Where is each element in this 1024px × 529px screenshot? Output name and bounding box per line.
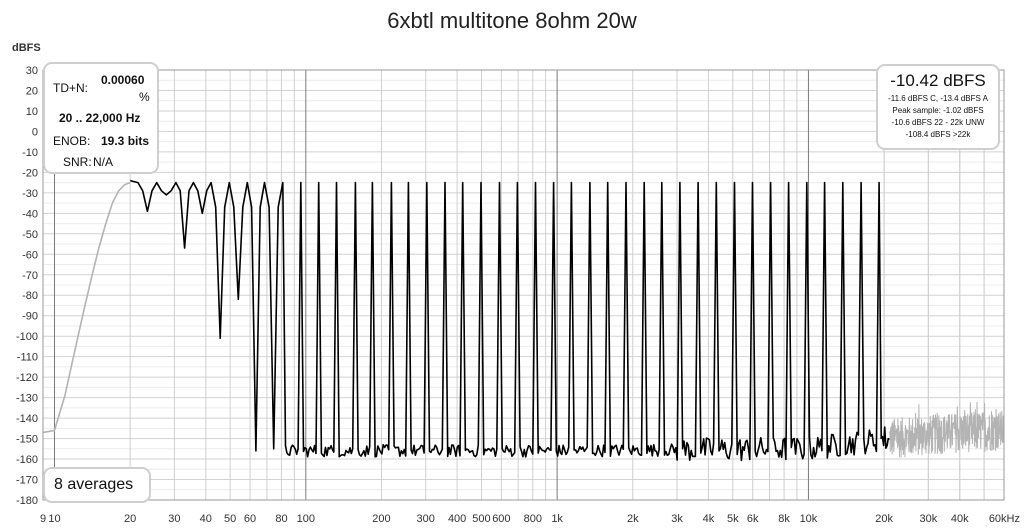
y-tick-label: -180 xyxy=(16,495,38,507)
snr-label: SNR: xyxy=(63,155,92,169)
y-tick-label: -170 xyxy=(16,475,38,487)
y-tick-label: -130 xyxy=(16,393,38,405)
x-tick-label: 40 xyxy=(200,513,212,525)
x-tick-label: 9 xyxy=(40,513,46,525)
y-tick-label: -120 xyxy=(16,372,38,384)
x-tick-label: 80 xyxy=(275,513,287,525)
averages-label: 8 averages xyxy=(54,476,134,493)
x-tick-label: 300 xyxy=(417,513,435,525)
level-line-1: -11.6 dBFS C, -13.4 dBFS A xyxy=(888,94,988,103)
tdn-value: 0.00060 xyxy=(101,73,145,87)
x-tick-label: 2k xyxy=(627,513,639,525)
level-line-3: -10.6 dBFS 22 - 22k UNW xyxy=(891,118,985,127)
y-tick-label: -50 xyxy=(22,229,38,241)
x-tick-label: 10 xyxy=(48,513,60,525)
x-tick-label: 1k xyxy=(551,513,563,525)
x-tick-label: 600 xyxy=(492,513,510,525)
chart-title: 6xbtl multitone 8ohm 20w xyxy=(387,8,637,33)
y-tick-labels: 30 20 10 0 -10 -20 -30 -40 -50 -60 -70 -80 -90 -100 -1… xyxy=(16,65,38,507)
y-tick-label: 0 xyxy=(32,126,38,138)
x-tick-label: 400 xyxy=(448,513,466,525)
y-tick-label: -20 xyxy=(22,167,38,179)
averages-panel: 8 averages xyxy=(43,467,151,503)
x-tick-label: 30 xyxy=(168,513,180,525)
x-tick-label: 30k xyxy=(919,513,937,525)
y-tick-label: -140 xyxy=(16,413,38,425)
x-tick-label: 800 xyxy=(524,513,542,525)
level-panel: -10.42 dBFS -11.6 dBFS C, -13.4 dBFS A P… xyxy=(876,64,1000,150)
tdn-unit: % xyxy=(139,90,150,104)
y-tick-label: -160 xyxy=(16,454,38,466)
x-tick-label: 40k xyxy=(951,513,969,525)
y-axis-label: dBFS xyxy=(12,42,41,54)
y-tick-label: -60 xyxy=(22,249,38,261)
level-line-4: -108.4 dBFS >22k xyxy=(905,130,971,139)
x-tick-label: 5k xyxy=(727,513,739,525)
ultrasonic-noise-series xyxy=(888,401,1005,458)
x-tick-label: 60 xyxy=(244,513,256,525)
y-tick-label: -100 xyxy=(16,331,38,343)
x-tick-label: 20k xyxy=(875,513,893,525)
rolloff-series xyxy=(42,181,131,434)
x-tick-label: 50 xyxy=(224,513,236,525)
x-tick-label: 500 xyxy=(472,513,490,525)
enob-value: 19.3 bits xyxy=(101,134,150,148)
y-tick-label: -110 xyxy=(17,352,38,364)
enob-label: ENOB: xyxy=(53,134,91,148)
x-tick-labels: 9 10 20 30 40 50 60 80 100 200 300 400 500 600 800 1k 2k… xyxy=(40,513,1020,525)
snr-value: N/A xyxy=(93,155,114,169)
x-tick-label: 60kHz xyxy=(989,513,1020,525)
band-value: 20 .. 22,000 Hz xyxy=(59,111,141,125)
tdn-label: TD+N: xyxy=(53,81,89,95)
y-tick-label: -70 xyxy=(22,270,38,282)
y-tick-label: -150 xyxy=(16,434,38,446)
y-tick-label: -80 xyxy=(22,290,38,302)
thd-panel: TD+N: 0.00060 % 20 .. 22,000 Hz ENOB: 19… xyxy=(43,62,159,174)
x-tick-label: 6k xyxy=(747,513,759,525)
x-tick-label: 20 xyxy=(124,513,136,525)
y-tick-label: -30 xyxy=(22,188,38,200)
y-tick-label: -40 xyxy=(22,208,38,220)
x-tick-label: 10k xyxy=(800,513,818,525)
multitone-series xyxy=(130,179,890,462)
y-tick-label: -10 xyxy=(22,147,38,159)
x-tick-label: 3k xyxy=(671,513,683,525)
y-tick-label: 30 xyxy=(26,65,38,77)
level-line-2: Peak sample: -1.02 dBFS xyxy=(892,106,984,115)
x-tick-label: 4k xyxy=(703,513,715,525)
x-tick-label: 8k xyxy=(778,513,790,525)
x-tick-label: 100 xyxy=(297,513,315,525)
level-main: -10.42 dBFS xyxy=(890,71,986,90)
y-tick-label: 10 xyxy=(26,106,38,118)
series-layer xyxy=(42,179,1005,462)
y-tick-label: -90 xyxy=(22,311,38,323)
x-tick-label: 200 xyxy=(372,513,390,525)
plot-frame xyxy=(42,69,1005,501)
y-tick-label: 20 xyxy=(26,85,38,97)
